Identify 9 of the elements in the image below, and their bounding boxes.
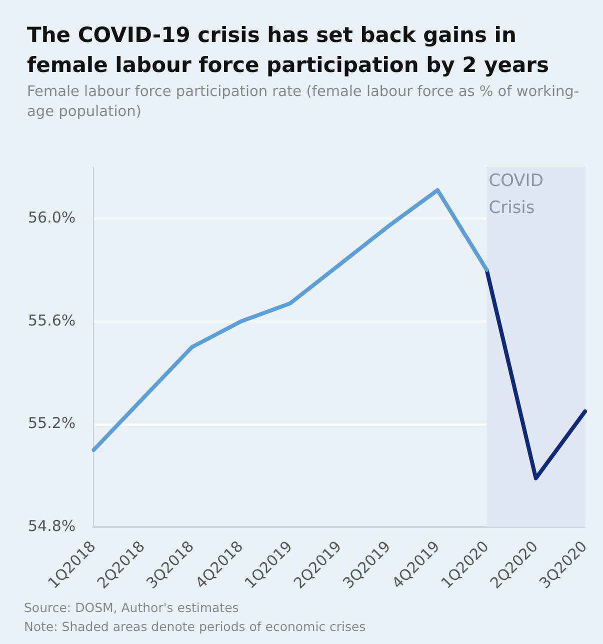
chart-title: The COVID-19 crisis has set back gains in female labour force participation by 2 years xyxy=(27,22,550,79)
y-tick-label: 54.8% xyxy=(28,517,76,536)
source-note: Source: DOSM, Author's estimates xyxy=(24,599,240,617)
y-tick-label: 55.6% xyxy=(28,311,76,330)
y-tick-label: 55.2% xyxy=(28,414,76,432)
chart-subtitle: Female labour force participation rate (female labour force as % of working-age population) xyxy=(27,83,580,122)
y-tick-label: 56.0% xyxy=(28,208,76,226)
text: Note: Shaded areas denote periods of economic crises xyxy=(24,618,366,636)
band-label: COVID Crisis xyxy=(488,170,544,218)
